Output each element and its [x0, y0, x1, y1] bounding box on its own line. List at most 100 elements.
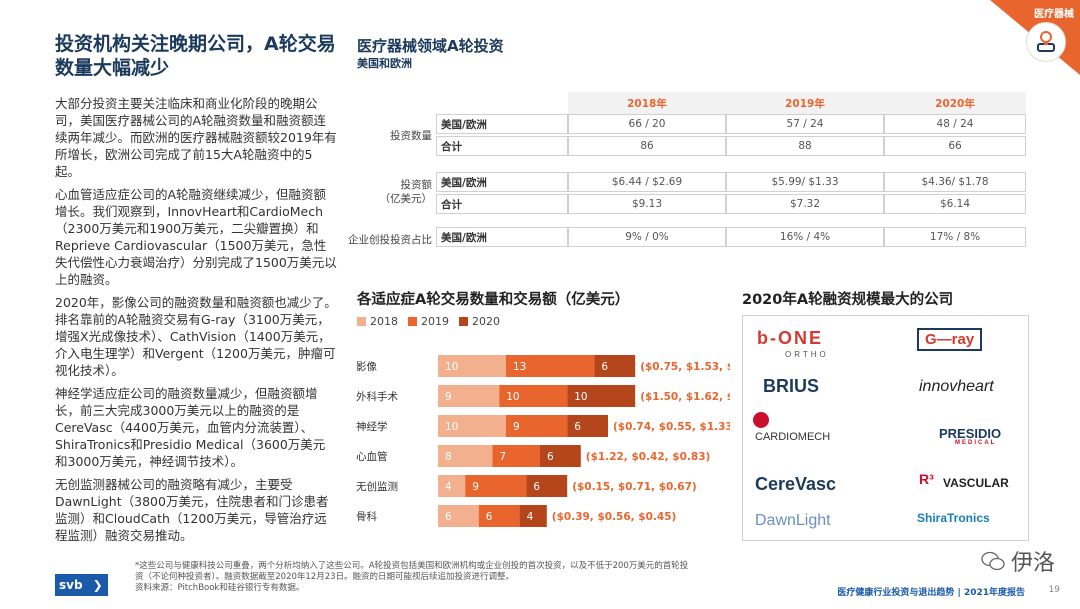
bar-value-label: 6: [547, 451, 554, 463]
row-label-count: 投资数量: [390, 130, 432, 142]
sub-label: 合计: [436, 136, 568, 156]
bar-value-label: 10: [445, 421, 458, 433]
bar-segment-2019: [492, 445, 540, 467]
logo-r3-vascular: VASCULAR: [943, 476, 1009, 490]
r3-icon: R³: [919, 471, 934, 487]
logos-title: 2020年A轮融资规模最大的公司: [742, 292, 954, 308]
logo-innovheart: innovheart: [919, 378, 994, 395]
bar-segment-2019: [499, 385, 568, 407]
legend-label: 2018: [370, 315, 398, 328]
svb-brand: svb: [59, 578, 83, 592]
watermark-text: 伊洛: [1010, 551, 1055, 576]
bar-segment-2020: [540, 445, 581, 467]
logo-shiratronics: ShiraTronics: [917, 511, 990, 525]
row-label-amount-line2: （亿美元）: [379, 193, 433, 205]
sub-label: 美国/欧洲: [436, 172, 568, 192]
logo-cerevasc: CereVasc: [755, 474, 837, 494]
table-title: 医疗器械领域A轮投资: [357, 37, 504, 55]
table-cell: 66 / 20: [568, 114, 726, 134]
bar-segment-2018: [438, 355, 506, 377]
chart-title: 各适应症A轮交易数量和交易额（亿美元）: [357, 292, 630, 308]
logo-b-one-ortho: ORTHO: [785, 350, 829, 359]
footnote-source: 资料来源：PitchBook和硅谷银行专有数据。: [135, 583, 305, 593]
logo-presidio-medical: MEDICAL: [955, 440, 997, 446]
table-cell: 86: [568, 136, 726, 156]
amount-annotation: ($1.22, $0.42, $0.83): [586, 451, 711, 463]
bar-segment-2018: [438, 475, 466, 497]
page-number: 19: [1048, 585, 1060, 595]
bar-chart: 影像 10 13 6 ($0.75, $1.53, $0.66) 外科手术 9 10 10 ($1…: [356, 355, 730, 527]
amount-annotation: ($0.15, $0.71, $0.67): [572, 481, 697, 493]
logo-b-one: b-ONE: [757, 328, 823, 348]
bar-value-label: 9: [472, 481, 479, 493]
table-cell: $9.13: [568, 194, 726, 214]
category-label: 外科手术: [356, 390, 398, 403]
bar-value-label: 6: [574, 421, 581, 433]
table-cell: 17% / 8%: [884, 227, 1026, 247]
table-cell: $6.44 / $2.69: [568, 172, 726, 192]
table-cell: 66: [884, 136, 1026, 156]
category-label: 神经学: [356, 420, 388, 433]
logos-panel: b-ONE ORTHO G—ray BRIUS innovheart CARDI…: [742, 315, 1029, 541]
logo-dawnlight: DawnLight: [755, 512, 831, 529]
year-header-2019: 2019年: [726, 92, 884, 114]
legend-swatch: [459, 317, 468, 326]
left-body: 大部分投资主要关注临床和商业化阶段的晚期公司，美国医疗器械公司的A轮融资数量和融…: [55, 95, 337, 550]
bar-value-label: 13: [513, 361, 526, 373]
sub-label: 美国/欧洲: [436, 114, 568, 134]
bar-value-label: 9: [513, 421, 520, 433]
bar-segment-2018: [438, 445, 493, 467]
row-label-amount-line1: 投资额: [400, 179, 433, 191]
logo-g-ray: G—ray: [917, 328, 983, 351]
bar-segment-2020: [526, 475, 568, 497]
report-name: 医疗健康行业投资与退出趋势 | 2021年度报告: [837, 588, 1025, 598]
amount-annotation: ($1.50, $1.62, $0.37): [640, 391, 730, 403]
corner-tag: 医疗器械: [990, 0, 1080, 75]
bar-segment-2019: [478, 505, 520, 527]
section-tag: 医疗器械: [1034, 9, 1074, 20]
sub-label: 合计: [436, 194, 568, 214]
table-cell: 88: [726, 136, 884, 156]
bar-value-label: 10: [574, 391, 587, 403]
footnote-1: *这些公司与健康科技公司重叠，两个分析均纳入了这些公司。A轮投资包括美国和欧洲机…: [135, 561, 689, 582]
table-cell: $7.32: [726, 194, 884, 214]
paragraph-1: 大部分投资主要关注临床和商业化阶段的晚期公司，美国医疗器械公司的A轮融资数量和融…: [55, 96, 337, 179]
table-subtitle: 美国和欧洲: [357, 57, 412, 70]
chevron-right-icon: ❯: [92, 578, 103, 592]
sub-label: 美国/欧洲: [436, 227, 568, 247]
bar-value-label: 6: [486, 511, 493, 523]
table-cell: 9% / 0%: [568, 227, 726, 247]
svb-logo: svb ❯: [55, 574, 108, 596]
bar-value-label: 10: [506, 391, 519, 403]
bar-value-label: 9: [445, 391, 452, 403]
logo-brius: BRIUS: [763, 376, 820, 396]
bar-value-label: 7: [499, 451, 506, 463]
bar-segment-2019: [506, 415, 568, 437]
bar-segment-2020: [567, 415, 608, 437]
legend-swatch: [357, 317, 366, 326]
legend-label: 2019: [421, 315, 449, 328]
table-cell: 16% / 4%: [726, 227, 884, 247]
row-label-amount: 投资额 （亿美元）: [340, 178, 433, 206]
logo-presidio: PRESIDIO: [939, 426, 1002, 441]
legend-swatch: [408, 317, 417, 326]
amount-annotation: ($0.75, $1.53, $0.66): [640, 361, 730, 373]
year-header-2020: 2020年: [884, 92, 1026, 114]
bar-segment-2019: [506, 355, 595, 377]
cardiomech-heart-icon: [753, 412, 769, 428]
bar-segment-2020: [594, 355, 636, 377]
watermark: 伊洛: [981, 545, 1055, 577]
bar-value-label: 6: [445, 511, 452, 523]
page-title: 投资机构关注晚期公司，A轮交易数量大幅减少: [55, 33, 336, 79]
row-label-cvc: 企业创投投资占比: [348, 234, 432, 246]
year-header-2018: 2018年: [568, 92, 726, 114]
table-cell: 48 / 24: [884, 114, 1026, 134]
bar-value-label: 6: [533, 481, 540, 493]
bar-segment-2018: [438, 505, 479, 527]
table-cell: $5.99/ $1.33: [726, 172, 884, 192]
bar-value-label: 4: [445, 481, 452, 493]
legend-item-2019: 2019: [408, 315, 449, 328]
category-label: 影像: [356, 360, 377, 373]
category-label: 无创监测: [356, 480, 398, 493]
bar-segment-2020: [519, 505, 547, 527]
